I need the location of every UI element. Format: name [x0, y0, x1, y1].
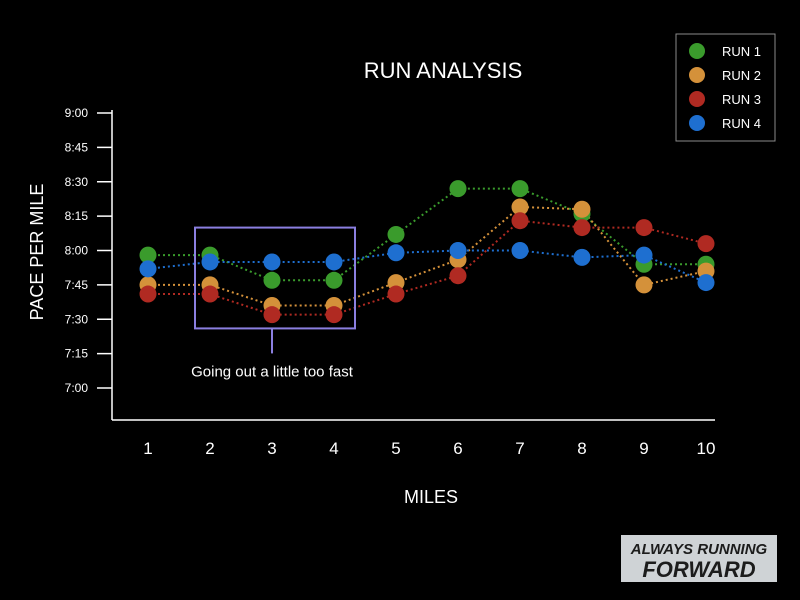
logo: ALWAYS RUNNING FORWARD — [621, 535, 777, 582]
y-axis-ticks: 7:00 7:15 7:30 7:45 8:00 8:15 8:30 8:45 9:00 — [65, 106, 112, 395]
data-point-run1 — [325, 271, 343, 289]
data-point-run1 — [511, 180, 529, 198]
data-point-run3 — [573, 219, 591, 237]
data-point-run3 — [263, 306, 281, 324]
x-tick-label: 3 — [267, 439, 276, 458]
data-point-run4 — [449, 242, 467, 259]
data-point-run2 — [511, 198, 529, 216]
legend-label-run1: RUN 1 — [722, 44, 761, 59]
data-point-run1 — [263, 271, 281, 289]
data-point-run3 — [635, 219, 653, 237]
series-points — [139, 180, 715, 324]
data-point-run2 — [635, 276, 653, 294]
x-axis-ticks: 1 2 3 4 5 6 7 8 9 10 — [143, 439, 715, 458]
data-point-run3 — [201, 285, 219, 303]
y-axis-label: PACE PER MILE — [27, 184, 47, 321]
y-tick-label: 8:30 — [65, 175, 89, 189]
data-point-run4 — [573, 248, 591, 266]
y-tick-label: 8:00 — [65, 244, 89, 258]
data-point-run4 — [697, 274, 715, 292]
data-point-run4 — [325, 253, 343, 271]
x-tick-label: 8 — [577, 439, 586, 458]
data-point-run4 — [201, 253, 219, 271]
data-point-run4 — [387, 244, 405, 262]
x-tick-label: 2 — [205, 439, 214, 458]
legend-marker-run3 — [689, 91, 705, 107]
x-tick-label: 7 — [515, 439, 524, 458]
legend-label-run3: RUN 3 — [722, 92, 761, 107]
y-tick-label: 9:00 — [65, 106, 89, 120]
data-point-run1 — [387, 225, 405, 243]
legend-label-run4: RUN 4 — [722, 116, 761, 131]
series-line-3 — [148, 219, 707, 316]
x-tick-label: 4 — [329, 439, 338, 458]
data-point-run1 — [139, 246, 157, 264]
legend-marker-run4 — [689, 115, 705, 131]
data-point-run4 — [635, 246, 653, 264]
series-line-4 — [147, 249, 707, 284]
series-line-1 — [148, 187, 706, 282]
data-point-run3 — [449, 267, 467, 285]
y-tick-label: 7:30 — [65, 312, 89, 326]
data-point-run3 — [387, 285, 405, 303]
data-point-run4 — [139, 260, 157, 278]
x-tick-label: 6 — [453, 439, 462, 458]
data-point-run3 — [139, 285, 157, 303]
data-point-run2 — [573, 200, 591, 218]
series-lines — [147, 187, 707, 316]
data-point-run4 — [263, 253, 281, 271]
x-tick-label: 9 — [639, 439, 648, 458]
legend-marker-run1 — [689, 43, 705, 59]
chart-title: RUN ANALYSIS — [364, 58, 523, 83]
y-tick-label: 7:45 — [65, 278, 89, 292]
x-tick-label: 10 — [697, 439, 716, 458]
data-point-run3 — [511, 212, 529, 230]
x-tick-label: 5 — [391, 439, 400, 458]
data-point-run3 — [325, 306, 343, 324]
x-axis-label: MILES — [404, 487, 458, 507]
data-point-run3 — [697, 235, 715, 253]
annotation-text: Going out a little too fast — [191, 363, 354, 380]
logo-background — [621, 535, 777, 582]
data-point-run4 — [511, 242, 529, 259]
legend: RUN 1 RUN 2 RUN 3 RUN 4 — [675, 33, 776, 142]
legend-label-run2: RUN 2 — [722, 68, 761, 83]
data-point-run1 — [449, 180, 467, 198]
legend-marker-run2 — [689, 67, 705, 83]
annotation-box — [194, 226, 356, 330]
logo-line1: ALWAYS RUNNING — [630, 541, 768, 558]
y-tick-label: 8:15 — [65, 209, 89, 223]
annotation: Going out a little too fast — [191, 226, 356, 380]
y-tick-label: 7:00 — [65, 381, 89, 395]
logo-line2: FORWARD — [642, 557, 755, 582]
y-tick-label: 7:15 — [65, 347, 89, 361]
y-tick-label: 8:45 — [65, 140, 89, 154]
x-tick-label: 1 — [143, 439, 152, 458]
